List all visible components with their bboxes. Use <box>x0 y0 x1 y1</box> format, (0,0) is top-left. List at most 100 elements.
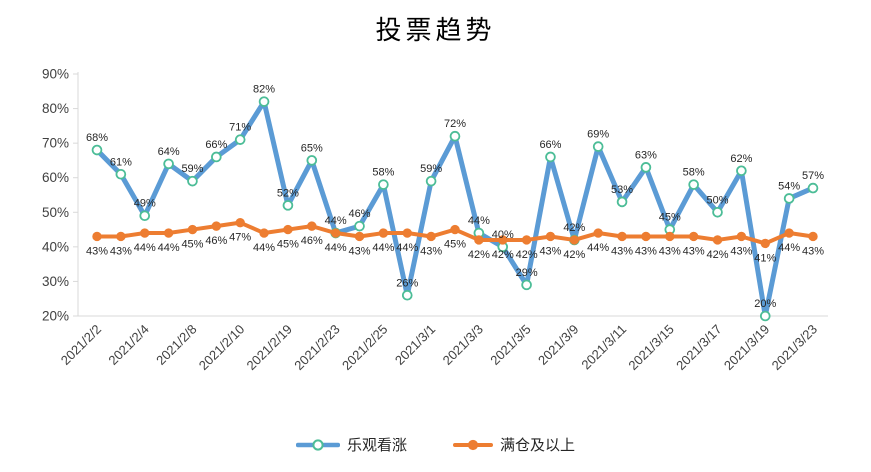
data-label-0: 50% <box>707 194 729 206</box>
data-point-marker-1 <box>140 228 150 238</box>
data-point-marker-1 <box>688 231 699 242</box>
data-label-1: 43% <box>683 245 705 257</box>
data-point-marker-1 <box>450 224 460 235</box>
legend-label-bullish: 乐观看涨 <box>346 437 407 454</box>
data-label-0: 26% <box>396 277 418 289</box>
legend-item-full-position: 满仓及以上 <box>453 434 575 455</box>
data-point-marker-0 <box>688 179 699 190</box>
legend-marker-open-circle-icon <box>295 438 340 451</box>
data-label-1: 46% <box>205 235 227 247</box>
data-point-marker-1 <box>784 228 794 238</box>
data-point-marker-0 <box>354 220 365 232</box>
data-point-marker-1 <box>330 228 341 238</box>
data-label-0: 65% <box>301 142 323 154</box>
y-axis-label: 90% <box>42 67 69 82</box>
data-point-marker-1 <box>712 235 723 245</box>
data-point-marker-0 <box>211 151 222 163</box>
data-label-0: 58% <box>683 167 705 179</box>
y-axis-label: 30% <box>42 274 69 289</box>
x-axis-label: 2021/3/9 <box>535 322 581 368</box>
data-point-marker-0 <box>163 158 174 170</box>
x-axis-label: 2021/3/1 <box>392 322 438 368</box>
data-label-0: 69% <box>587 129 609 141</box>
data-label-0: 45% <box>659 212 681 224</box>
data-label-1: 45% <box>277 239 299 251</box>
data-point-marker-0 <box>234 134 246 145</box>
data-label-0: 82% <box>253 84 275 96</box>
x-axis-label: 2021/2/4 <box>105 322 151 368</box>
data-point-marker-0 <box>783 193 795 204</box>
data-label-1: 43% <box>539 245 561 257</box>
data-label-0: 66% <box>205 139 227 151</box>
data-point-marker-1 <box>593 228 603 238</box>
data-label-0: 61% <box>110 156 132 168</box>
data-label-0: 40% <box>492 229 514 241</box>
data-label-1: 43% <box>611 245 633 257</box>
y-axis-label: 70% <box>42 136 69 151</box>
data-point-marker-1 <box>259 228 269 238</box>
data-label-0: 62% <box>730 153 752 165</box>
data-label-1: 42% <box>468 249 490 261</box>
chart-legend: 乐观看涨 满仓及以上 <box>0 434 871 455</box>
data-point-marker-0 <box>306 155 318 166</box>
data-point-marker-1 <box>569 235 580 245</box>
legend-marker-filled-circle-icon <box>453 439 493 450</box>
data-point-marker-0 <box>521 279 532 291</box>
data-label-0: 49% <box>134 198 156 210</box>
data-point-marker-0 <box>712 206 723 218</box>
data-point-marker-1 <box>736 231 747 242</box>
data-label-1: 43% <box>802 245 824 257</box>
data-label-0: 54% <box>778 180 800 192</box>
data-point-marker-0 <box>91 144 103 156</box>
data-point-marker-1 <box>211 221 222 231</box>
data-point-marker-0 <box>449 130 461 142</box>
data-point-marker-0 <box>736 165 747 177</box>
data-label-1: 45% <box>181 239 203 251</box>
data-point-marker-1 <box>760 238 770 249</box>
data-point-marker-1 <box>474 235 484 245</box>
data-label-1: 43% <box>420 245 442 257</box>
data-label-1: 43% <box>659 245 681 257</box>
x-axis-label: 2021/3/5 <box>487 322 533 368</box>
x-axis-label: 2021/2/19 <box>244 322 296 374</box>
chart-title: 投票趋势 <box>375 16 496 45</box>
data-point-marker-0 <box>616 196 628 208</box>
x-axis-label: 2021/3/3 <box>440 322 486 368</box>
data-point-marker-1 <box>545 231 556 242</box>
y-axis-label: 40% <box>42 239 69 254</box>
data-point-marker-0 <box>139 210 151 222</box>
data-label-0: 44% <box>325 215 347 227</box>
legend-item-bullish: 乐观看涨 <box>295 434 407 455</box>
data-point-marker-1 <box>808 231 818 242</box>
data-label-0: 63% <box>635 149 657 161</box>
data-point-marker-0 <box>425 175 437 187</box>
x-axis-label: 2021/2/25 <box>339 322 391 374</box>
data-point-marker-1 <box>283 224 293 235</box>
data-point-marker-1 <box>521 235 532 245</box>
data-label-1: 44% <box>396 242 418 254</box>
data-label-1: 45% <box>444 239 466 251</box>
data-label-0: 71% <box>229 122 251 134</box>
data-label-0: 59% <box>420 163 442 175</box>
data-point-marker-0 <box>759 310 771 322</box>
data-point-marker-1 <box>92 231 102 242</box>
data-label-1: 41% <box>754 252 776 264</box>
x-axis-label: 2021/3/23 <box>769 322 821 374</box>
data-point-marker-1 <box>498 235 508 245</box>
data-point-marker-1 <box>426 231 436 242</box>
x-axis-label: 2021/3/15 <box>625 322 677 374</box>
y-axis-label: 60% <box>42 170 69 185</box>
x-axis-label: 2021/3/17 <box>673 322 725 374</box>
data-label-1: 43% <box>86 245 108 257</box>
data-label-0: 44% <box>468 215 490 227</box>
data-point-marker-1 <box>116 231 126 242</box>
data-label-0: 52% <box>277 187 299 199</box>
data-label-1: 43% <box>349 245 371 257</box>
data-label-0: 68% <box>86 132 108 144</box>
data-point-marker-0 <box>258 96 270 107</box>
legend-label-full-position: 满仓及以上 <box>500 437 576 454</box>
data-label-0: 59% <box>181 163 203 175</box>
data-point-marker-0 <box>401 289 413 301</box>
